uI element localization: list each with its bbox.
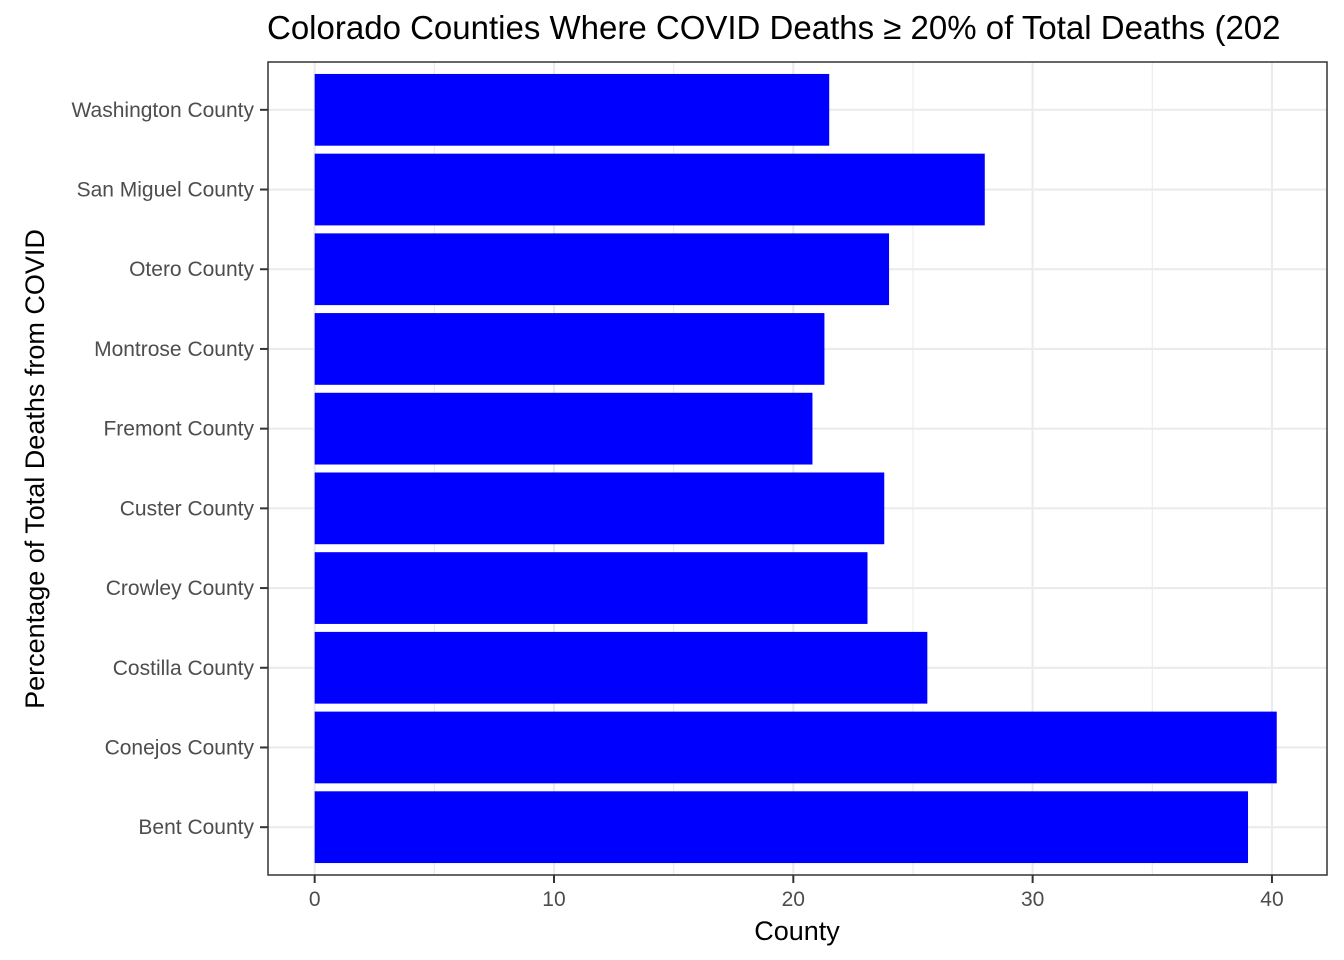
y-tick-label: Fremont County <box>103 418 254 441</box>
chart-title: Colorado Counties Where COVID Deaths ≥ 2… <box>267 9 1281 46</box>
x-tick-label: 40 <box>1260 888 1283 911</box>
x-tick-label: 10 <box>542 888 565 911</box>
bar-costilla-county <box>314 631 928 704</box>
y-tick-label: Custer County <box>120 497 255 520</box>
bar-conejos-county <box>314 711 1277 784</box>
y-tick-label: San Miguel County <box>77 179 255 202</box>
bar-montrose-county <box>314 313 825 385</box>
bar-otero-county <box>314 233 890 306</box>
y-tick-label: Conejos County <box>105 736 255 759</box>
y-tick-label: Bent County <box>138 816 254 839</box>
bar-fremont-county <box>314 392 813 465</box>
y-tick-label: Costilla County <box>113 657 255 680</box>
bars <box>314 73 1277 864</box>
bar-san-miguel-county <box>314 153 985 226</box>
x-tick-label: 20 <box>782 888 805 911</box>
x-axis-ticks: 0 10 20 30 40 <box>309 875 1284 911</box>
x-tick-label: 0 <box>309 888 321 911</box>
y-tick-label: Crowley County <box>106 577 255 600</box>
bar-crowley-county <box>314 552 868 624</box>
x-tick-label: 30 <box>1021 888 1044 911</box>
panel-border <box>267 61 1328 876</box>
bar-custer-county <box>314 472 885 545</box>
y-axis-title: Percentage of Total Deaths from COVID <box>20 229 50 709</box>
bar-bent-county <box>314 791 1249 864</box>
y-tick-label: Otero County <box>129 258 254 281</box>
y-tick-label: Montrose County <box>94 338 254 361</box>
x-axis-title: County <box>754 916 840 946</box>
y-axis-ticks: Bent County Conejos County Costilla County… <box>72 99 268 839</box>
bar-washington-county <box>314 73 830 146</box>
y-tick-label: Washington County <box>72 99 255 122</box>
